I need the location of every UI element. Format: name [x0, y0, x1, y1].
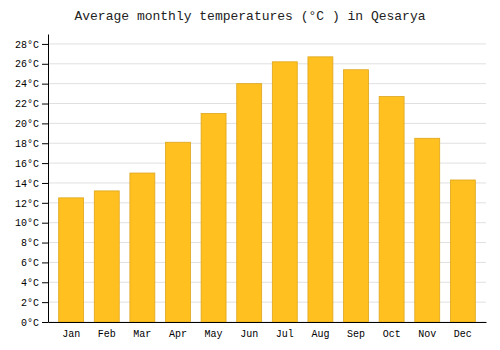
tick-label: 10°C: [15, 218, 39, 229]
tick: 0°C: [21, 318, 48, 329]
bars: [59, 57, 476, 322]
tick: Mar: [133, 329, 151, 340]
tick-label: 24°C: [15, 79, 39, 90]
bar: [130, 173, 155, 322]
bar: [415, 138, 440, 322]
tick-label: Jul: [276, 329, 294, 340]
tick-mark: [42, 203, 48, 204]
tick-mark: [42, 322, 48, 323]
plot: Jan Feb Mar Apr May Jun Jul Aug Sep Oct Nov Dec 0°C 2…: [15, 35, 487, 341]
bar: [59, 198, 84, 322]
tick-label: Dec: [454, 329, 472, 340]
axis-line: [49, 322, 487, 323]
axis-line: [48, 35, 49, 323]
tick-label: 16°C: [15, 159, 39, 170]
bar: [94, 191, 119, 322]
tick-mark: [42, 44, 48, 45]
tick: Dec: [454, 329, 472, 340]
tick-label: 12°C: [15, 199, 39, 210]
grid-line: [48, 83, 486, 84]
bar: [237, 84, 262, 322]
tick-label: Jan: [62, 329, 80, 340]
tick: May: [205, 329, 223, 340]
tick-label: 0°C: [21, 318, 39, 329]
bar: [166, 142, 191, 322]
tick: Aug: [311, 329, 329, 340]
grid-line: [48, 123, 486, 124]
tick-label: Jun: [240, 329, 258, 340]
tick-label: 20°C: [15, 119, 39, 130]
tick-label: Oct: [383, 329, 401, 340]
tick-mark: [42, 123, 48, 124]
tick-label: May: [205, 329, 223, 340]
tick-mark: [42, 84, 48, 85]
tick: 20°C: [15, 119, 48, 130]
tick-label: Sep: [347, 329, 365, 340]
tick-mark: [42, 262, 48, 263]
tick: 18°C: [15, 139, 48, 150]
tick: Jan: [62, 329, 80, 340]
tick-label: 28°C: [15, 40, 39, 51]
tick-mark: [42, 183, 48, 184]
tick: 22°C: [15, 99, 48, 110]
tick-label: 26°C: [15, 59, 39, 70]
tick-mark: [42, 243, 48, 244]
grid: [48, 44, 486, 322]
tick-label: Apr: [169, 329, 187, 340]
tick: Sep: [347, 329, 365, 340]
tick-mark: [42, 64, 48, 65]
bar: [379, 97, 404, 322]
tick-label: 14°C: [15, 179, 39, 190]
tick: 8°C: [21, 238, 48, 249]
tick: Feb: [98, 329, 116, 340]
tick: Jul: [276, 329, 294, 340]
tick: 12°C: [15, 199, 48, 210]
tick: 26°C: [15, 59, 48, 70]
tick-label: Mar: [133, 329, 151, 340]
chart: Average monthly temperatures (°C ) in Qe…: [0, 0, 500, 350]
tick: 10°C: [15, 218, 48, 229]
bar: [272, 62, 297, 322]
grid-line: [48, 103, 486, 104]
tick: 16°C: [15, 159, 48, 170]
grid-line: [48, 63, 486, 64]
tick-mark: [42, 104, 48, 105]
tick-label: Nov: [418, 329, 436, 340]
x-axis: Jan Feb Mar Apr May Jun Jul Aug Sep Oct Nov Dec: [49, 323, 487, 341]
tick-mark: [42, 163, 48, 164]
tick-mark: [42, 143, 48, 144]
tick: Nov: [418, 329, 436, 340]
tick-mark: [42, 282, 48, 283]
bar: [308, 57, 333, 322]
tick-label: 2°C: [21, 298, 39, 309]
tick-label: Feb: [98, 329, 116, 340]
tick-mark: [42, 223, 48, 224]
bar: [450, 180, 475, 322]
tick-label: 18°C: [15, 139, 39, 150]
tick: Apr: [169, 329, 187, 340]
tick: 28°C: [15, 40, 48, 51]
tick-label: Aug: [311, 329, 329, 340]
bar: [344, 70, 369, 322]
tick-label: 8°C: [21, 238, 39, 249]
tick-label: 4°C: [21, 278, 39, 289]
tick: 2°C: [21, 298, 48, 309]
tick: 24°C: [15, 79, 48, 90]
tick: Oct: [383, 329, 401, 340]
tick-mark: [42, 302, 48, 303]
grid-line: [48, 43, 486, 44]
tick: Jun: [240, 329, 258, 340]
y-axis: 0°C 2°C 4°C 6°C 8°C 10°C 12°C 14°C 16°C 18°C 20°C 2…: [15, 35, 49, 329]
tick: 6°C: [21, 258, 48, 269]
tick-label: 22°C: [15, 99, 39, 110]
tick: 14°C: [15, 179, 48, 190]
tick: 4°C: [21, 278, 48, 289]
tick-label: 6°C: [21, 258, 39, 269]
title: Average monthly temperatures (°C ) in Qe…: [74, 9, 425, 24]
bar: [201, 113, 226, 322]
